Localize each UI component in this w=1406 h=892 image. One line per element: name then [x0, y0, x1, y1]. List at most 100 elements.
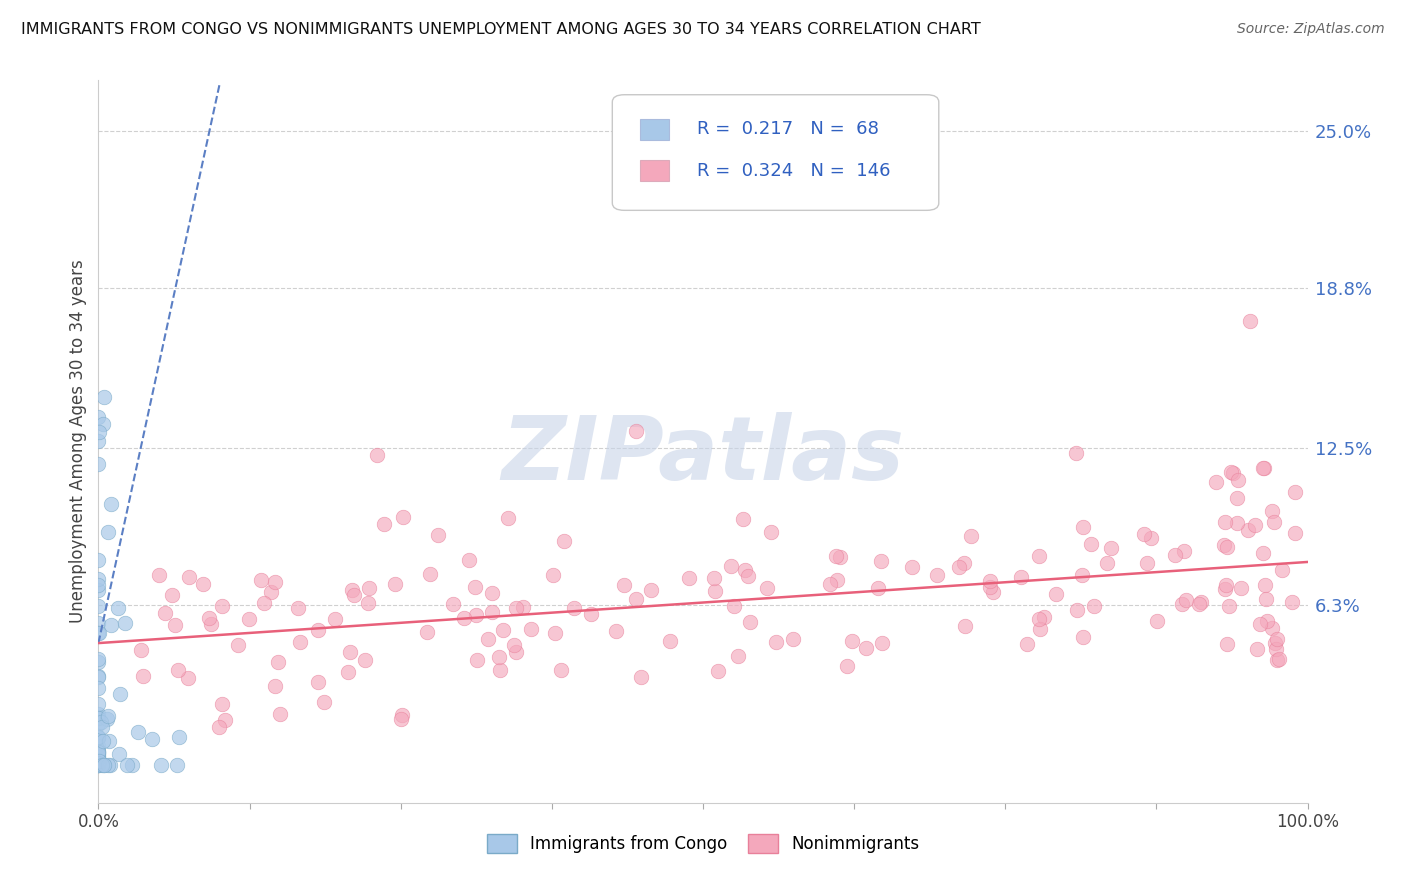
Point [87, 655, 110, 669]
Point [1164, 548, 1187, 562]
Point [1261, 621, 1284, 635]
Point [93, 390, 115, 404]
Point [167, 731, 190, 745]
Point [825, 573, 848, 587]
Point [98, 733, 121, 747]
Point [108, 687, 131, 701]
Point [900, 560, 922, 574]
Point [553, 534, 575, 549]
Point [1213, 515, 1236, 529]
Point [825, 549, 848, 563]
Point [1213, 582, 1236, 596]
Point [93, 734, 115, 748]
Text: R =  0.217   N =  68: R = 0.217 N = 68 [697, 120, 879, 138]
Point [87, 553, 110, 567]
Point [740, 615, 762, 630]
Point [269, 707, 291, 722]
Text: IMMIGRANTS FROM CONGO VS NONIMMIGRANTS UNEMPLOYMENT AMONG AGES 30 TO 34 YEARS CO: IMMIGRANTS FROM CONGO VS NONIMMIGRANTS U… [21, 22, 981, 37]
Point [87, 750, 110, 764]
Point [87, 744, 110, 758]
Point [253, 596, 276, 610]
Point [87, 583, 110, 598]
Point [141, 732, 163, 747]
Point [1188, 598, 1211, 612]
Point [1071, 520, 1094, 534]
Point [121, 757, 143, 772]
Point [1136, 556, 1159, 570]
Point [519, 623, 541, 637]
Point [392, 510, 415, 524]
Point [87, 757, 110, 772]
Point [1249, 616, 1271, 631]
Point [720, 559, 742, 574]
Point [1271, 563, 1294, 577]
Point [87, 757, 110, 772]
Point [1261, 504, 1284, 518]
Point [1189, 595, 1212, 609]
Point [87, 757, 110, 772]
Point [87, 710, 110, 724]
Point [87, 681, 110, 695]
Point [91, 417, 114, 432]
Point [373, 516, 395, 531]
Point [312, 694, 335, 708]
Point [100, 757, 122, 772]
Point [198, 611, 221, 625]
Point [87, 577, 110, 591]
Point [357, 596, 380, 610]
Point [630, 670, 652, 684]
Point [87, 730, 110, 744]
Text: R =  0.324   N =  146: R = 0.324 N = 146 [697, 161, 890, 179]
Point [1246, 642, 1268, 657]
Point [866, 581, 889, 595]
Point [132, 669, 155, 683]
Point [87, 652, 110, 666]
Point [550, 663, 572, 677]
Point [1029, 622, 1052, 636]
Point [979, 574, 1001, 588]
Point [416, 624, 439, 639]
Point [756, 582, 779, 596]
Point [1139, 531, 1161, 545]
Point [1028, 549, 1050, 564]
Point [177, 671, 200, 685]
Point [1253, 578, 1275, 592]
Point [1066, 603, 1088, 617]
Point [737, 569, 759, 583]
Point [952, 557, 974, 571]
Point [1226, 473, 1249, 487]
Point [1083, 599, 1105, 614]
Point [733, 512, 755, 526]
Point [1263, 516, 1285, 530]
Point [855, 641, 877, 656]
Point [1239, 314, 1261, 328]
Point [640, 583, 662, 598]
Point [704, 584, 727, 599]
Point [1216, 637, 1239, 651]
Point [87, 457, 110, 471]
FancyBboxPatch shape [640, 119, 669, 140]
Point [87, 425, 110, 439]
Point [1251, 461, 1274, 475]
Point [340, 583, 363, 598]
Point [734, 563, 756, 577]
Point [87, 749, 110, 764]
Point [427, 528, 450, 542]
Point [1281, 595, 1303, 609]
Point [267, 655, 290, 669]
Point [502, 638, 524, 652]
Point [307, 674, 329, 689]
Point [264, 574, 287, 589]
Point [87, 730, 110, 744]
Point [441, 597, 464, 611]
Point [467, 652, 489, 666]
Point [97, 708, 120, 723]
Text: Source: ZipAtlas.com: Source: ZipAtlas.com [1237, 22, 1385, 37]
Point [1243, 517, 1265, 532]
Point [1284, 525, 1306, 540]
Point [1064, 446, 1087, 460]
Point [658, 633, 681, 648]
Point [211, 599, 233, 614]
Point [153, 606, 176, 620]
Point [1028, 611, 1050, 625]
